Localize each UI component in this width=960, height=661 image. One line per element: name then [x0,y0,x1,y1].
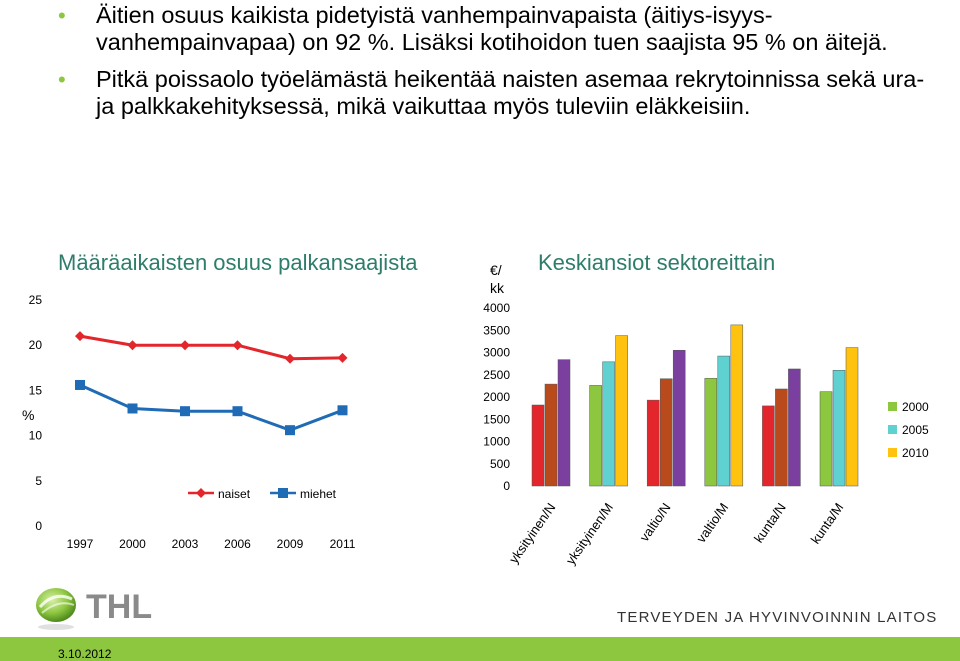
bar-2005 [832,370,846,487]
legend-label-2010: 2010 [902,446,929,460]
data-point-naiset [232,340,243,351]
legend-marker-naiset [196,488,206,498]
data-point-miehet [127,403,138,414]
data-point-miehet [285,425,295,436]
x-tick-label: yksityinen/N [506,500,558,566]
bar-2000 [762,405,775,487]
bar-2005 [602,361,615,487]
legend-label-2005: 2005 [902,423,929,437]
y-tick-label: 1000 [483,435,510,449]
x-tick-label: valtio/N [637,500,674,544]
y-axis-label: €/ [490,262,502,278]
bar-2005 [717,355,731,487]
bar-2005 [544,383,558,487]
y-tick-label: 10 [29,429,43,443]
y-tick-label: 3500 [483,323,510,337]
bar-chart: €/ kk 0 500 1000 1500 2000 2500 3000 3500 4000 yksi… [483,262,929,567]
bar-2010 [730,324,744,487]
y-tick-label: 3000 [483,346,510,360]
bar-2000 [646,399,660,487]
thl-logo: THL [34,583,164,633]
y-tick-label: 2500 [483,368,510,382]
line-chart: 0 5 10 15 20 25% 1997 2000 2003 2006 2009 2011 naise… [22,293,356,551]
institution-name: TERVEYDEN JA HYVINVOINNIN LAITOS [617,609,938,626]
y-tick-label: 2000 [483,390,510,404]
y-tick-label: 15 [29,383,43,397]
series-line-naiset [79,334,343,361]
legend-swatch-2000 [888,402,897,411]
bullet-dot-icon: • [58,67,66,92]
bullet-item: • Pitkä poissaolo työelämästä heikentää … [58,66,938,120]
bar-chart-title: Keskiansiot sektoreittain [538,250,776,275]
bar-2000 [819,391,833,487]
x-tick-label: 2011 [330,537,356,551]
bullet-text: Äitien osuus kaikista pidetyistä vanhemp… [96,2,888,55]
data-point-miehet [75,379,85,390]
y-tick-label: 4000 [483,301,510,315]
data-point-miehet [337,405,348,416]
x-tick-label: 2003 [172,537,199,551]
x-tick-label: 2009 [277,537,304,551]
footer-bar [0,637,960,661]
legend-swatch-2005 [888,425,897,434]
line-chart-title: Määräaikaisten osuus palkansaajista [58,250,418,275]
y-tick-label: 1500 [483,412,510,426]
x-tick-label: 2006 [224,537,251,551]
logo-text: THL [86,588,152,626]
bar-2005 [659,378,673,487]
data-point-naiset [127,340,138,351]
legend-label-2000: 2000 [902,400,929,414]
bar-2010 [672,350,686,487]
data-point-naiset [75,331,85,342]
bullet-list: • Äitien osuus kaikista pidetyistä vanhe… [58,2,938,130]
legend-marker-miehet [278,488,288,498]
bullet-item: • Äitien osuus kaikista pidetyistä vanhe… [58,2,938,56]
bullet-text: Pitkä poissaolo työelämästä heikentää na… [96,66,925,119]
y-tick-label: 0 [35,519,42,533]
data-point-naiset [285,353,295,364]
y-tick-label: 500 [490,457,510,471]
bullet-dot-icon: • [58,3,66,28]
data-point-naiset [337,352,348,363]
bar-2010 [788,368,801,487]
bar-2010 [615,335,628,487]
bar-2000 [531,404,545,487]
data-point-naiset [180,340,190,351]
bar-2005 [775,388,788,487]
data-point-miehet [232,406,243,417]
x-tick-label: kunta/N [751,500,789,545]
series-line-miehet [79,383,344,432]
x-tick-label: yksityinen/M [563,500,616,567]
x-tick-label: kunta/M [808,500,847,546]
bar-2000 [589,385,602,487]
x-tick-label: 2000 [119,537,146,551]
legend-label-naiset: naiset [218,487,251,501]
data-point-miehet [180,406,190,417]
x-tick-label: 1997 [67,537,94,551]
x-tick-label: valtio/M [693,500,731,545]
y-axis-label: kk [490,280,505,296]
legend-label-miehet: miehet [300,487,337,501]
footer-date: 3.10.2012 [58,647,112,661]
y-axis-label: % [22,407,34,423]
y-tick-label: 5 [35,474,42,488]
bar-2010 [557,359,571,487]
bar-2010 [845,347,859,487]
y-tick-label: 25 [29,293,43,307]
y-tick-label: 0 [503,479,510,493]
legend-swatch-2010 [888,448,897,457]
y-tick-label: 20 [29,338,43,352]
bar-2000 [704,378,718,487]
